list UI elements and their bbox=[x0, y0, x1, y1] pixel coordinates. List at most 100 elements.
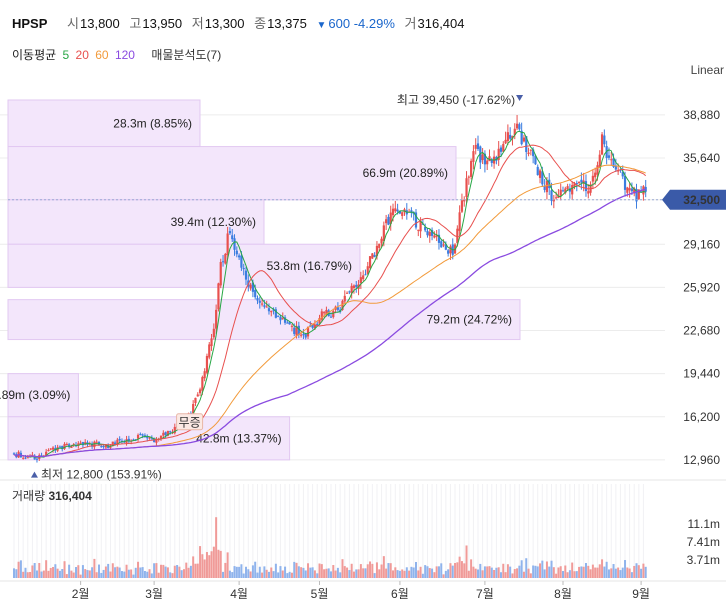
volume-bar bbox=[139, 567, 142, 578]
candle-body bbox=[396, 209, 399, 212]
volume-bar bbox=[516, 568, 519, 578]
volume-bar bbox=[584, 563, 587, 578]
volume-bar bbox=[109, 571, 112, 578]
volume-bar bbox=[539, 563, 542, 578]
candle-body bbox=[424, 226, 427, 231]
volume-bar bbox=[249, 571, 252, 578]
volume-bar bbox=[19, 560, 22, 578]
scale-mode-label[interactable]: Linear bbox=[690, 63, 724, 77]
candle-body bbox=[426, 230, 429, 236]
volume-bar bbox=[70, 570, 73, 578]
candle-body bbox=[515, 123, 519, 129]
candle-body bbox=[373, 255, 376, 257]
volume-bar bbox=[201, 554, 204, 578]
ma5-period[interactable]: 5 bbox=[62, 48, 70, 62]
volume-bar bbox=[341, 559, 344, 578]
candle-body bbox=[320, 311, 323, 320]
volume-bar bbox=[518, 565, 521, 578]
candle-body bbox=[33, 455, 36, 460]
candle-body bbox=[205, 355, 209, 373]
volume-bar bbox=[281, 570, 284, 578]
candle-body bbox=[444, 244, 447, 250]
volume-bar bbox=[15, 569, 18, 578]
candle-body bbox=[401, 212, 404, 216]
volume-bar bbox=[58, 570, 61, 578]
volume-bar bbox=[490, 567, 493, 578]
candle-body bbox=[596, 165, 599, 175]
close-label: 종 bbox=[254, 16, 267, 31]
volume-bar bbox=[465, 545, 468, 578]
candle-body bbox=[260, 303, 264, 305]
volume-bar bbox=[534, 565, 537, 578]
volume-profile-label: 79.2m (24.72%) bbox=[427, 313, 512, 327]
candle-body bbox=[132, 439, 135, 441]
candle-body bbox=[474, 144, 477, 149]
volume-bar bbox=[628, 568, 631, 578]
candle-body bbox=[561, 190, 565, 192]
ma60-period[interactable]: 60 bbox=[95, 48, 109, 62]
candle-body bbox=[368, 256, 372, 269]
volume-bar bbox=[614, 568, 617, 578]
candle-body bbox=[201, 377, 204, 391]
candle-body bbox=[633, 188, 636, 194]
volume-bar bbox=[47, 570, 50, 578]
volume-bar bbox=[405, 567, 408, 578]
volume-bar bbox=[334, 570, 337, 578]
indicator-legend[interactable]: 이동평균 5 20 60 120 매물분석도(7) bbox=[12, 46, 224, 63]
volume-bar bbox=[362, 568, 365, 578]
volume-bar bbox=[107, 563, 110, 578]
volume-bar bbox=[375, 562, 378, 578]
volume-bar bbox=[644, 566, 647, 578]
volume-bar bbox=[548, 566, 551, 578]
volume-bar bbox=[31, 565, 34, 578]
candle-body bbox=[35, 458, 39, 460]
volume-bar bbox=[389, 563, 392, 578]
volume-title: 거래량 316,404 bbox=[12, 489, 92, 503]
volume-bar bbox=[100, 572, 103, 578]
candle-body bbox=[352, 285, 356, 289]
volume-bar bbox=[91, 567, 94, 578]
volume-profile-bar bbox=[7, 373, 79, 418]
volume-bar bbox=[125, 564, 128, 578]
candle-body bbox=[325, 309, 328, 315]
candle-body bbox=[564, 188, 567, 194]
ma20-period[interactable]: 20 bbox=[75, 48, 89, 62]
candle-body bbox=[323, 312, 326, 314]
volume-bar bbox=[410, 566, 413, 578]
moving-average-title[interactable]: 이동평균 bbox=[12, 48, 57, 62]
candle-body bbox=[545, 180, 549, 193]
candle-body bbox=[378, 243, 381, 248]
volume-bar bbox=[40, 571, 43, 578]
volume-bar bbox=[88, 570, 91, 578]
volume-bar bbox=[426, 566, 429, 578]
volume-bar bbox=[532, 565, 535, 578]
month-label: 2월 bbox=[72, 587, 90, 601]
volume-bar bbox=[162, 564, 165, 578]
candle-body bbox=[63, 443, 66, 449]
volume-bar bbox=[182, 569, 185, 578]
candle-body bbox=[290, 325, 294, 327]
candle-body bbox=[640, 191, 643, 193]
volume-bar bbox=[205, 552, 208, 578]
volume-bar bbox=[143, 570, 146, 578]
volume-bar bbox=[497, 567, 500, 578]
candle-body bbox=[350, 285, 353, 294]
volume-bar bbox=[348, 570, 351, 578]
ma120-period[interactable]: 120 bbox=[114, 48, 135, 62]
candle-body bbox=[398, 211, 402, 214]
candle-body bbox=[265, 306, 268, 308]
volume-bar bbox=[104, 566, 107, 578]
volume-bar bbox=[525, 558, 528, 578]
candle-body bbox=[61, 445, 64, 450]
candle-body bbox=[481, 154, 484, 161]
candle-body bbox=[543, 186, 546, 190]
volume-bar bbox=[290, 572, 293, 578]
volume-profile-toggle[interactable]: 매물분석도(7) bbox=[151, 48, 222, 62]
volume-bar bbox=[541, 560, 544, 578]
volume-bar bbox=[414, 561, 417, 578]
volume-bar bbox=[284, 566, 287, 578]
volume-bar bbox=[212, 546, 215, 578]
volume-bar bbox=[316, 573, 319, 578]
event-marker-badge bbox=[176, 413, 204, 431]
